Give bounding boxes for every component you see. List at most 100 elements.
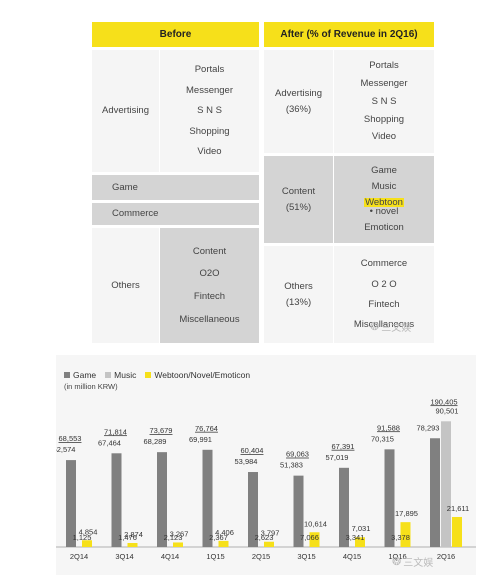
after-others-label-cell: Others (13%) [264,246,333,343]
before-others-label: Others [111,279,140,291]
after-content-item-webtoon-novel: Webtoon • novel [364,198,404,217]
before-game-row: Game [92,175,259,200]
after-advertising-item: Shopping [363,113,405,125]
after-others-label: Others [284,281,313,292]
after-others-item: Miscellaneous [353,319,415,331]
bar-webtoon [218,540,229,547]
bar-game [430,438,440,547]
after-others-items: Commerce O 2 O Fintech Miscellaneous [334,246,434,343]
before-advertising-item: Video [197,146,222,157]
x-tick-label: 2Q15 [252,552,270,561]
after-others-item: Commerce [360,258,408,270]
before-game-label: Game [112,181,138,193]
bar-game [384,449,395,547]
before-advertising-item: Shopping [189,125,230,137]
total-label: 67,391 [332,442,355,451]
bar-webtoon [264,541,274,547]
after-content-item: Emoticon [364,222,404,234]
data-label-game: 70,315 [371,434,394,443]
data-label-webtoon: 4,854 [79,527,98,536]
revenue-structure-table: Before After (% of Revenue in 2Q16) Adve… [92,22,434,343]
after-content-item: Game [371,165,397,177]
before-others-label-cell: Others [92,228,159,343]
before-others-item: Fintech [193,291,226,303]
data-label-webtoon: 3,267 [170,529,189,538]
data-label-small: 2,367 [209,533,228,542]
data-label-game: 69,991 [189,435,212,444]
bar-webtoon [127,543,138,547]
bar-music [441,421,451,547]
data-label-game: 68,289 [144,437,167,446]
legend-label-music: Music [114,370,137,380]
after-others-item: O 2 O [371,278,397,290]
data-label-small: 3,341 [346,533,365,542]
after-advertising-label: Advertising [275,88,322,99]
bar-game [157,452,167,547]
bar-webtoon [309,532,320,547]
after-content-pct: (51%) [285,201,312,213]
after-advertising-pct: (36%) [285,103,312,115]
total-label: 60,404 [241,446,264,455]
chart-unit-note: (in million KRW) [64,382,118,391]
total-label: 73,679 [150,426,173,435]
legend-swatch-music [105,372,112,378]
before-commerce-label: Commerce [112,208,159,220]
data-label-small: 2,123 [164,533,183,542]
x-tick-label: 2Q14 [70,552,88,561]
legend-swatch-webtoon [145,372,152,378]
after-others-item: Fintech [368,298,400,310]
data-label-game: 78,293 [417,423,440,432]
before-advertising-item: Messenger [186,84,233,96]
data-label-webtoon: 3,797 [261,529,280,538]
data-label-game: 62,574 [56,445,75,454]
watermark-top: ❂ 三文娱 [370,319,411,334]
data-label-small: 7,066 [300,533,319,542]
x-tick-label: 4Q15 [343,552,361,561]
webtoon-highlight: Webtoon [364,196,404,208]
data-label-small: 2,623 [255,533,274,542]
legend-item-game: Game [64,370,96,380]
watermark-text: 三文娱 [403,558,434,569]
after-header: After (% of Revenue in 2Q16) [264,22,434,47]
x-tick-label: 3Q15 [297,552,315,561]
legend-swatch-game [64,372,70,378]
before-advertising-label: Advertising [92,50,159,172]
before-advertising-item: Portals [194,64,225,76]
data-label-webtoon: 21,611 [447,504,469,513]
bar-game [248,472,258,547]
after-advertising-items: Portals Messenger S N S Shopping Video [334,50,434,153]
before-others-item: Miscellaneous [179,313,240,325]
after-content-label-cell: Content (51%) [264,156,333,243]
wechat-logo-icon: ❂ [392,556,402,568]
bar-webtoon [400,522,411,547]
data-label-music: 90,501 [436,406,459,415]
wechat-logo-icon: ❂ [370,321,380,333]
chart-legend: Game Music Webtoon/Novel/Emoticon [64,370,259,380]
legend-item-webtoon: Webtoon/Novel/Emoticon [145,370,250,380]
data-label-game: 51,383 [280,461,303,470]
before-advertising-text: Advertising [102,105,149,117]
x-tick-label: 4Q14 [161,552,179,561]
data-label-webtoon: 4,406 [215,528,234,537]
total-label: 71,814 [104,427,127,436]
total-label: 68,553 [59,434,82,443]
legend-label-webtoon: Webtoon/Novel/Emoticon [154,370,251,380]
total-label: 91,588 [377,423,400,432]
x-tick-label: 3Q14 [115,552,133,561]
data-label-webtoon: 10,614 [304,519,327,528]
before-others-items: Content O2O Fintech Miscellaneous [160,228,259,343]
bar-game [293,475,304,547]
legend-label-game: Game [73,370,97,380]
data-label-webtoon: 2,874 [124,530,143,539]
after-others-pct: (13%) [285,296,312,308]
before-commerce-row: Commerce [92,203,259,225]
watermark-bottom: ❂ 三文娱 [392,554,433,569]
data-label-small: 1,476 [118,533,137,542]
x-tick-label: 1Q15 [206,552,224,561]
x-tick-label: 2Q16 [437,552,455,561]
bar-webtoon [82,540,92,547]
novel-text: • novel [369,206,399,218]
after-advertising-item: Messenger [360,77,408,89]
